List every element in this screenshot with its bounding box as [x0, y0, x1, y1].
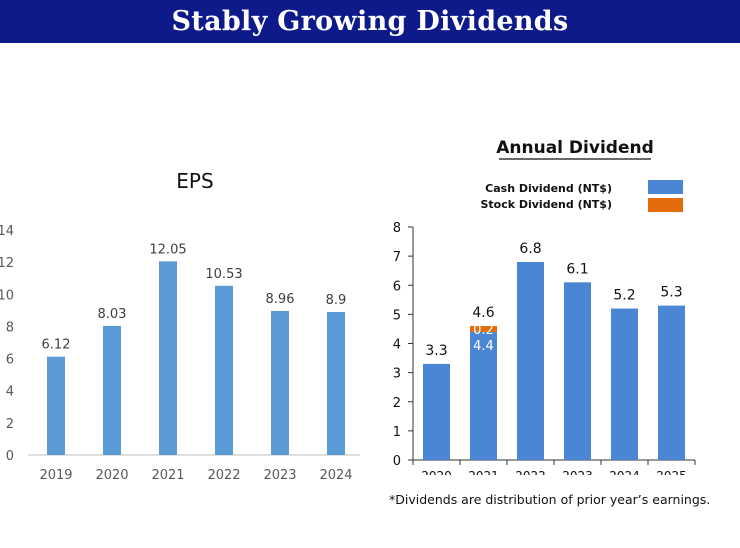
- dividend-y-tick-label: 1: [393, 425, 401, 440]
- dividend-y-tick-label: 0: [393, 454, 401, 469]
- eps-y-tick-label: 2: [6, 417, 14, 432]
- dividend-total-label: 5.3: [660, 285, 682, 301]
- eps-bar: [271, 311, 289, 455]
- cash-dividend-bar: [517, 261, 544, 460]
- dividend-bars: 3.3 2020 0.24.4 4.6 2021 6.8 2022 6.1 2023 5.2 202…: [421, 241, 687, 475]
- eps-x-tick-label: 2020: [95, 468, 128, 483]
- cash-dividend-bar: [564, 282, 591, 460]
- dividend-x-tick-label: 2024: [609, 469, 640, 475]
- cash-dividend-bar: [611, 308, 638, 460]
- dividend-x-tick-label: 2021: [468, 469, 499, 475]
- eps-y-tick-label: 0: [6, 449, 14, 464]
- dividend-chart: Annual Dividend Cash Dividend (NT$) Stoc…: [393, 138, 696, 475]
- dividend-total-label: 3.3: [425, 343, 447, 359]
- dividend-total-label: 4.6: [472, 305, 494, 321]
- eps-y-tick-label: 6: [6, 353, 14, 368]
- eps-x-tick-label: 2021: [151, 468, 184, 483]
- dividend-x-tick-label: 2023: [562, 469, 593, 475]
- cash-dividend-bar: [658, 305, 685, 460]
- eps-bar-value-label: 10.53: [205, 267, 242, 282]
- legend-cash-swatch: [648, 180, 683, 194]
- eps-bar-value-label: 8.03: [98, 307, 127, 322]
- dividend-y-axis: 0 1 2 3 4 5 6 7 8: [393, 221, 696, 469]
- dividend-total-label: 6.1: [566, 261, 588, 277]
- eps-chart: EPS 0 2 4 6 8 10 12 14 6.12 2019 8.03 2020 12.05 202…: [0, 169, 360, 483]
- eps-x-tick-label: 2022: [207, 468, 240, 483]
- eps-bar-value-label: 12.05: [149, 242, 186, 257]
- eps-y-axis: 0 2 4 6 8 10 12 14: [0, 224, 14, 464]
- eps-y-tick-label: 14: [0, 224, 14, 239]
- cash-dividend-bar: [470, 331, 497, 460]
- eps-y-tick-label: 4: [6, 385, 14, 400]
- eps-y-tick-label: 10: [0, 288, 14, 303]
- title-banner: Stably Growing Dividends: [0, 0, 740, 43]
- legend-cash-label: Cash Dividend (NT$): [485, 182, 612, 195]
- legend-stock-label: Stock Dividend (NT$): [480, 198, 612, 211]
- eps-x-tick-label: 2024: [319, 468, 352, 483]
- eps-bar-value-label: 8.9: [326, 293, 347, 308]
- eps-bar-value-label: 6.12: [42, 338, 71, 353]
- eps-bar: [47, 356, 65, 455]
- stock-dividend-value-label: 0.2: [473, 323, 494, 338]
- stock-dividend-bar: [470, 326, 497, 332]
- cash-dividend-value-label: 4.4: [473, 339, 494, 354]
- eps-y-tick-label: 12: [0, 256, 14, 271]
- dividend-total-label: 5.2: [613, 288, 635, 304]
- eps-x-tick-label: 2023: [263, 468, 296, 483]
- eps-x-tick-label: 2019: [39, 468, 72, 483]
- eps-bar: [215, 285, 233, 455]
- legend-stock-swatch: [648, 198, 683, 212]
- dividend-y-tick-label: 8: [393, 221, 401, 236]
- dividend-y-tick-label: 7: [393, 250, 401, 265]
- dividend-y-tick-label: 4: [393, 338, 401, 353]
- dividend-y-tick-label: 3: [393, 367, 401, 382]
- eps-bar: [103, 325, 121, 455]
- dividend-chart-title: Annual Dividend: [496, 138, 654, 158]
- dividend-y-tick-label: 6: [393, 279, 401, 294]
- dividend-y-tick-label: 5: [393, 308, 401, 323]
- eps-bars: 6.12 2019 8.03 2020 12.05 2021 10.53 2022 8.96 20…: [39, 242, 352, 483]
- dividend-x-tick-label: 2022: [515, 469, 546, 475]
- eps-bar: [159, 261, 177, 455]
- eps-bar-value-label: 8.96: [266, 292, 295, 307]
- cash-dividend-bar: [423, 363, 450, 460]
- dividend-footnote: *Dividends are distribution of prior yea…: [389, 492, 711, 507]
- page-title: Stably Growing Dividends: [171, 6, 569, 37]
- dividend-x-tick-label: 2025: [656, 469, 687, 475]
- dividend-total-label: 6.8: [519, 241, 541, 257]
- dividend-y-tick-label: 2: [393, 396, 401, 411]
- eps-bar: [327, 311, 345, 455]
- eps-chart-title: EPS: [176, 169, 213, 193]
- dividend-x-tick-label: 2020: [421, 469, 452, 475]
- eps-y-tick-label: 8: [6, 320, 14, 335]
